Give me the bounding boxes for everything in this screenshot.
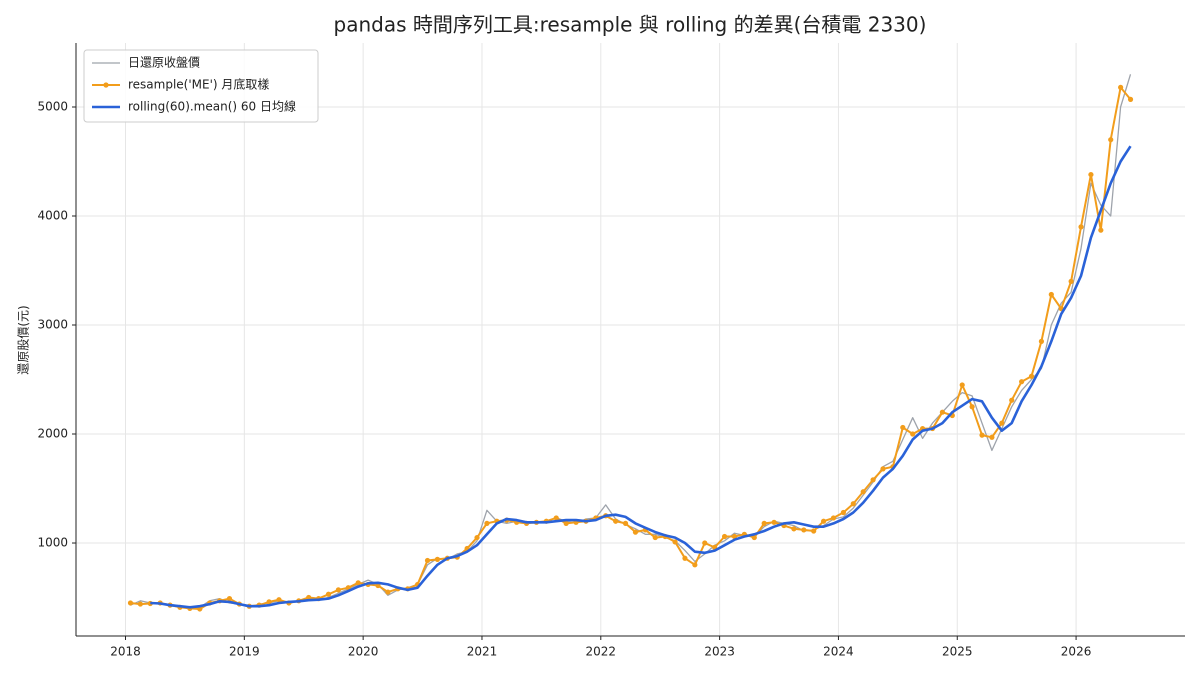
series-marker <box>751 534 757 541</box>
series-marker <box>910 431 916 437</box>
series-marker <box>830 515 837 521</box>
y-tick-label: 5000 <box>37 99 68 113</box>
series-marker <box>1127 96 1134 102</box>
series-marker <box>1019 379 1025 385</box>
series-marker <box>979 432 985 438</box>
legend-label: resample('ME') 月底取樣 <box>128 77 269 92</box>
series-marker <box>1088 171 1094 178</box>
series-marker <box>622 520 629 526</box>
series-marker <box>860 489 866 495</box>
series-marker <box>553 515 559 521</box>
series-marker <box>276 597 282 603</box>
series-marker <box>226 596 233 602</box>
series-marker <box>1038 338 1045 344</box>
series-marker <box>840 509 846 516</box>
x-tick-label: 2021 <box>467 645 498 659</box>
series-marker <box>731 533 738 540</box>
series-marker <box>870 477 876 483</box>
series-marker <box>811 528 817 534</box>
series-marker <box>197 606 203 612</box>
x-tick-label: 2024 <box>823 645 854 659</box>
series-marker <box>652 534 658 541</box>
series-marker <box>1048 291 1054 298</box>
series-marker <box>989 434 995 440</box>
series-marker <box>355 580 361 586</box>
series-marker <box>1078 224 1084 230</box>
series-marker <box>801 527 807 533</box>
x-tick-label: 2025 <box>942 645 973 659</box>
series-line <box>130 86 1132 610</box>
series-marker <box>850 501 856 507</box>
series-marker <box>1118 84 1124 90</box>
legend-box <box>83 49 319 123</box>
series-marker <box>702 540 708 546</box>
series-marker <box>959 382 965 388</box>
series-marker <box>632 529 639 535</box>
series-marker <box>969 404 975 410</box>
series-marker <box>563 520 569 526</box>
series-marker <box>1009 397 1015 403</box>
legend-marker <box>103 82 109 88</box>
series-marker <box>1108 137 1114 143</box>
series-marker <box>939 409 946 415</box>
series-marker <box>306 594 312 601</box>
legend-label: 日還原收盤價 <box>128 56 200 70</box>
series-marker <box>900 424 906 431</box>
series-marker <box>791 526 797 532</box>
x-tick-label: 2020 <box>348 645 379 659</box>
series-line <box>150 145 1132 609</box>
series-marker <box>820 518 827 524</box>
series-marker <box>682 555 688 561</box>
series-marker <box>761 520 767 526</box>
series-marker <box>266 599 272 605</box>
x-tick-label: 2026 <box>1061 645 1092 659</box>
series-marker <box>1068 278 1074 284</box>
series-marker <box>385 589 391 595</box>
series-marker <box>127 600 134 606</box>
x-tick-label: 2018 <box>110 645 141 659</box>
series-marker <box>474 534 480 541</box>
series-marker <box>484 520 490 526</box>
series-marker <box>137 601 143 607</box>
series-marker <box>1098 227 1104 233</box>
x-tick-label: 2022 <box>586 645 617 659</box>
y-axis-label: 還原股價(元) <box>17 305 31 374</box>
y-tick-label: 2000 <box>37 427 68 441</box>
series-marker <box>721 533 728 540</box>
series-marker <box>672 539 678 545</box>
series-marker <box>335 587 341 593</box>
chart-title: pandas 時間序列工具:resample 與 rolling 的差異(台積電… <box>334 13 927 37</box>
series-marker <box>771 519 777 525</box>
series-marker <box>1028 373 1035 379</box>
x-tick-label: 2019 <box>229 645 260 659</box>
legend-label: rolling(60).mean() 60 日均線 <box>128 99 296 114</box>
y-tick-label: 3000 <box>37 318 68 332</box>
y-tick-label: 1000 <box>37 536 68 550</box>
series-marker <box>999 420 1005 426</box>
series-marker <box>880 466 886 472</box>
x-tick-label: 2023 <box>704 645 735 659</box>
series-marker <box>434 556 441 562</box>
series-marker <box>692 562 698 568</box>
y-tick-label: 4000 <box>37 208 68 222</box>
series-marker <box>424 557 431 564</box>
series-marker <box>325 591 332 597</box>
series-marker <box>613 518 619 524</box>
